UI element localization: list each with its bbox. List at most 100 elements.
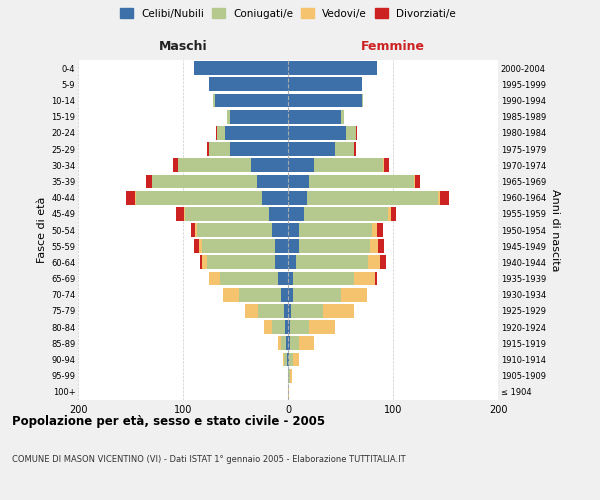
Bar [293,288,341,302]
Bar [209,272,220,285]
Bar [286,336,288,350]
Bar [264,320,272,334]
Bar [415,174,420,188]
Bar [290,320,309,334]
Text: COMUNE DI MASON VICENTINO (VI) - Dati ISTAT 1° gennaio 2005 - Elaborazione TUTTI: COMUNE DI MASON VICENTINO (VI) - Dati IS… [12,455,406,464]
Bar [288,272,293,285]
Y-axis label: Anni di nascita: Anni di nascita [550,188,560,271]
Bar [220,272,277,285]
Bar [284,304,288,318]
Bar [372,223,377,237]
Bar [299,336,314,350]
Bar [207,256,275,270]
Bar [134,190,136,204]
Text: Popolazione per età, sesso e stato civile - 2005: Popolazione per età, sesso e stato civil… [12,415,325,428]
Bar [346,126,356,140]
Bar [262,190,288,204]
Bar [288,304,291,318]
Bar [194,223,197,237]
Bar [197,223,272,237]
Bar [215,126,217,140]
Bar [341,110,344,124]
Bar [275,240,288,253]
Bar [309,320,335,334]
Bar [257,174,288,188]
Bar [379,240,383,253]
Bar [146,174,151,188]
Bar [230,142,288,156]
Bar [288,240,299,253]
Bar [193,61,288,75]
Bar [375,272,377,285]
Bar [214,94,215,108]
Bar [288,78,361,91]
Bar [178,158,251,172]
Bar [288,256,296,270]
Bar [307,190,438,204]
Bar [283,352,284,366]
Bar [193,240,199,253]
Bar [202,256,207,270]
Bar [288,158,314,172]
Bar [151,174,257,188]
Bar [368,256,380,270]
Bar [185,207,269,220]
Text: Femmine: Femmine [361,40,425,53]
Bar [245,304,257,318]
Bar [299,240,370,253]
Bar [354,142,356,156]
Bar [288,190,307,204]
Bar [191,223,194,237]
Bar [296,256,368,270]
Bar [227,110,230,124]
Bar [209,78,288,91]
Bar [288,320,290,334]
Bar [184,207,185,220]
Bar [323,304,354,318]
Bar [293,272,354,285]
Bar [287,352,288,366]
Bar [288,142,335,156]
Bar [299,223,372,237]
Bar [281,288,288,302]
Bar [288,174,309,188]
Bar [388,207,391,220]
Bar [288,110,341,124]
Bar [354,272,375,285]
Bar [380,256,386,270]
Bar [341,288,367,302]
Bar [288,94,361,108]
Bar [207,142,209,156]
Text: Maschi: Maschi [158,40,208,53]
Bar [136,190,262,204]
Bar [275,256,288,270]
Bar [414,174,415,188]
Bar [288,61,377,75]
Bar [277,336,281,350]
Bar [309,174,414,188]
Bar [391,207,396,220]
Bar [288,288,293,302]
Bar [361,94,362,108]
Bar [288,369,290,382]
Bar [383,158,389,172]
Legend: Celibi/Nubili, Coniugati/e, Vedovi/e, Divorziati/e: Celibi/Nubili, Coniugati/e, Vedovi/e, Di… [117,5,459,21]
Bar [239,288,281,302]
Bar [126,190,134,204]
Bar [290,336,299,350]
Bar [370,240,379,253]
Bar [200,256,202,270]
Bar [290,369,292,382]
Bar [438,190,440,204]
Bar [285,320,288,334]
Bar [284,352,287,366]
Bar [288,126,346,140]
Bar [288,385,289,399]
Bar [304,207,388,220]
Bar [291,304,323,318]
Bar [209,142,230,156]
Bar [288,207,304,220]
Bar [230,110,288,124]
Bar [288,336,290,350]
Bar [272,320,285,334]
